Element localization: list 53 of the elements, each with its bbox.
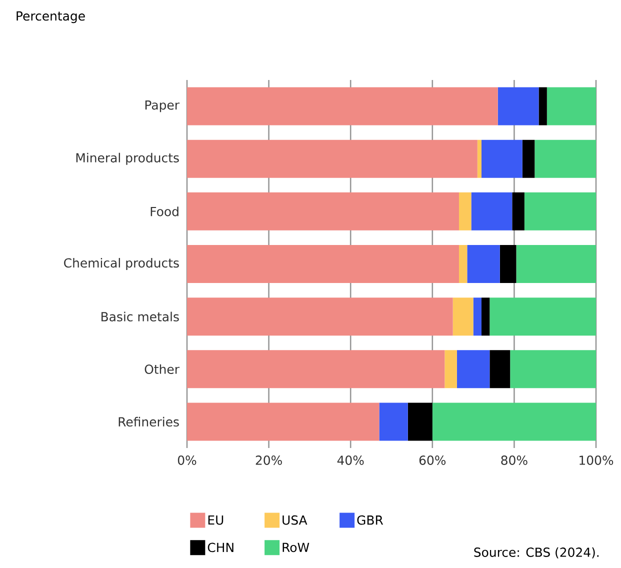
bar <box>187 140 478 178</box>
bar <box>187 402 380 441</box>
x-tick-label: 100% <box>580 456 614 465</box>
bar <box>379 402 408 441</box>
bar <box>187 245 459 284</box>
bar <box>444 350 457 388</box>
x-tick-label: 40% <box>337 456 364 465</box>
bar <box>522 140 535 178</box>
bar <box>458 192 472 230</box>
x-tick-label: 0% <box>178 456 196 465</box>
bar <box>458 245 468 284</box>
bar <box>456 350 490 388</box>
bar <box>187 192 459 230</box>
bar <box>481 298 490 336</box>
legend-label: USA <box>282 515 308 525</box>
y-tick-label: Paper <box>145 100 180 112</box>
legend-label: GBR <box>357 515 384 525</box>
bar <box>187 87 498 126</box>
bar <box>452 298 474 336</box>
bar <box>546 87 596 126</box>
bar <box>500 245 516 284</box>
bar <box>490 298 596 336</box>
bar <box>187 350 445 388</box>
legend-label: RoW <box>282 542 310 552</box>
y-tick-label: Mineral products <box>76 152 179 165</box>
bar <box>187 298 453 336</box>
source-note: Source: CBS (2024). <box>474 547 599 558</box>
bar <box>512 192 524 230</box>
bar <box>524 192 596 230</box>
bar <box>471 192 512 230</box>
x-tick-label: 80% <box>501 456 528 465</box>
bar <box>510 350 596 388</box>
y-tick-label: Chemical products <box>64 258 179 270</box>
bar <box>408 402 432 441</box>
bar <box>467 245 500 284</box>
x-tick-label: 60% <box>419 456 446 465</box>
y-tick-label: Food <box>150 206 178 216</box>
bar <box>490 350 510 388</box>
y-tick-label: Basic metals <box>102 312 179 322</box>
y-tick-label: Other <box>144 364 180 374</box>
x-axis-title: Percentage <box>16 11 85 24</box>
bar <box>538 87 547 126</box>
bar <box>477 140 482 178</box>
bar <box>473 298 482 336</box>
y-tick-label: Refineries <box>118 416 179 427</box>
bar <box>432 402 596 441</box>
legend-label: EU <box>208 515 224 525</box>
bar <box>498 87 539 126</box>
x-tick-label: 20% <box>256 456 282 465</box>
bar <box>481 140 522 178</box>
bar <box>534 140 596 178</box>
bar <box>516 245 596 284</box>
legend-label: CHN <box>208 542 234 552</box>
